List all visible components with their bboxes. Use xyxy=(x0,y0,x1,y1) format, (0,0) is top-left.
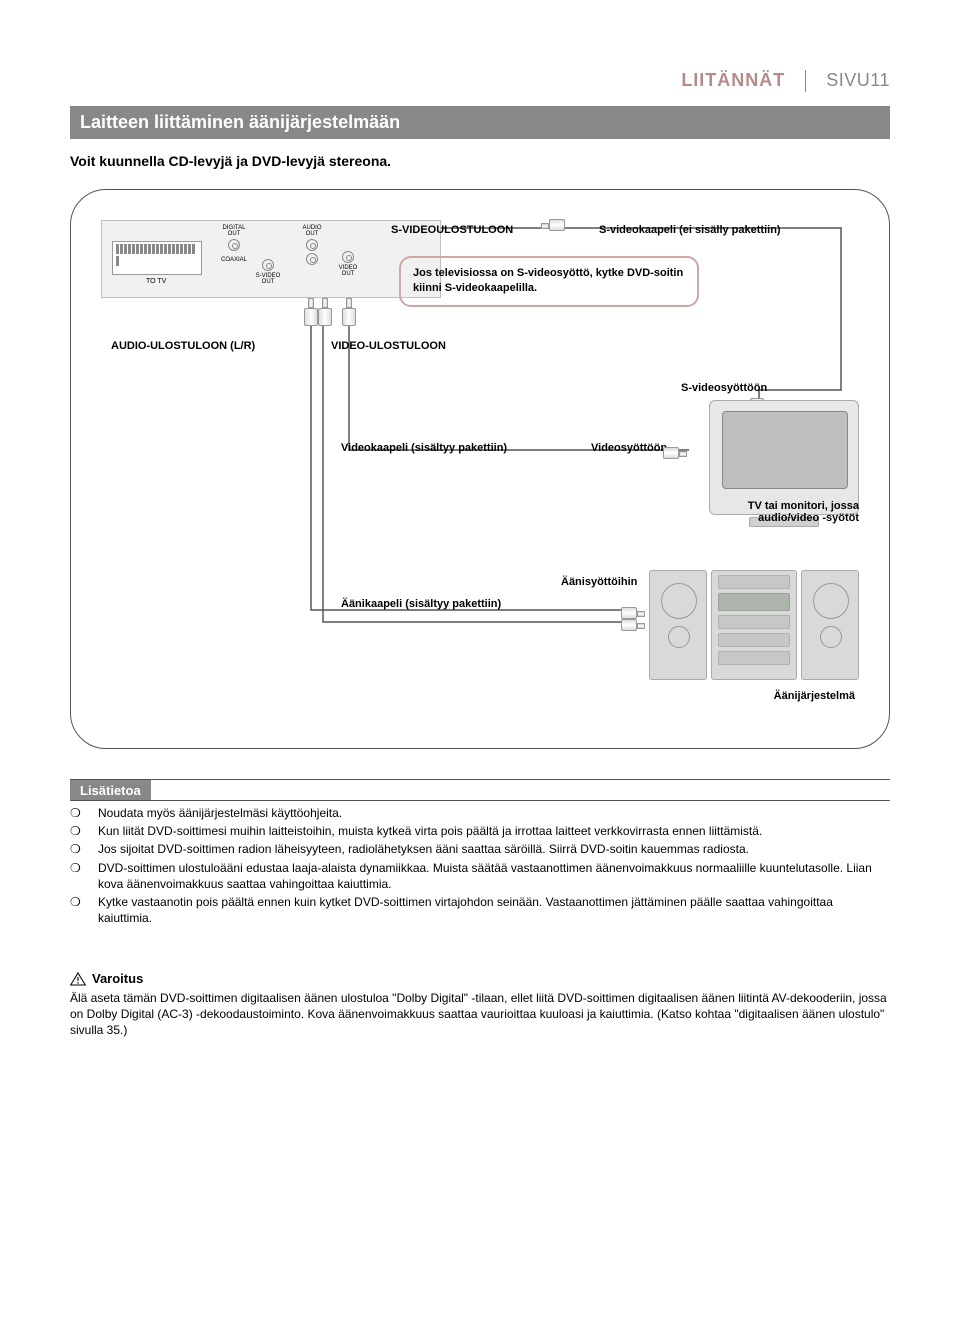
speaker-right-icon xyxy=(801,570,859,680)
video-cable-label: Videokaapeli (sisältyy pakettiin) xyxy=(341,442,507,454)
info-header: Lisätietoa xyxy=(70,780,151,800)
to-tv-label: TO TV xyxy=(146,278,166,285)
tv-description: TV tai monitori, jossa audio/video -syöt… xyxy=(689,500,859,524)
audio-cable-label: Äänikaapeli (sisältyy pakettiin) xyxy=(341,598,501,610)
info-item: ❍DVD-soittimen ulostuloääni edustaa laaj… xyxy=(70,860,890,892)
info-item: ❍Kytke vastaanotin pois päältä ennen kui… xyxy=(70,894,890,926)
digital-out-column: DIGITAL OUT COAXIAL xyxy=(220,225,248,265)
audio-input-plug2-icon xyxy=(621,616,647,634)
scart-connector xyxy=(112,241,202,275)
audio-inputs-label: Äänisyöttöihin xyxy=(561,576,637,588)
info-header-row: Lisätietoa xyxy=(70,779,890,801)
audio-system-label: Äänijärjestelmä xyxy=(774,690,855,702)
audio-out-column: AUDIO OUT xyxy=(298,225,326,267)
audio-plug-r-icon xyxy=(318,298,332,328)
svideo-plug-icon xyxy=(541,216,567,234)
info-list: ❍Noudata myös äänijärjestelmäsi käyttöoh… xyxy=(70,805,890,926)
info-item: ❍Noudata myös äänijärjestelmäsi käyttöoh… xyxy=(70,805,890,821)
video-out-label: VIDEO-ULOSTULOON xyxy=(331,340,446,352)
page-title: Laitteen liittäminen äänijärjestelmään xyxy=(70,106,890,139)
warning-title: Varoitus xyxy=(92,970,143,988)
warning-block: Varoitus Älä aseta tämän DVD-soittimen d… xyxy=(70,970,890,1038)
audio-plug-l-icon xyxy=(304,298,318,328)
video-input-label: Videosyöttöön xyxy=(591,442,667,454)
svideo-output-label: S-VIDEOULOSTULOON xyxy=(391,224,513,236)
info-item: ❍Kun liität DVD-soittimesi muihin laitte… xyxy=(70,823,890,839)
speaker-left-icon xyxy=(649,570,707,680)
warning-text: Älä aseta tämän DVD-soittimen digitaalis… xyxy=(70,990,890,1039)
header-divider xyxy=(805,70,806,92)
info-item: ❍Jos sijoitat DVD-soittimen radion lähei… xyxy=(70,841,890,857)
intro-text: Voit kuunnella CD-levyjä ja DVD-levyjä s… xyxy=(70,153,890,169)
svideo-callout: Jos televisiossa on S-videosyöttö, kytke… xyxy=(399,256,699,307)
warning-title-row: Varoitus xyxy=(70,970,890,988)
svideo-input-label: S-videosyöttöön xyxy=(681,382,767,394)
page-number: SIVU11 xyxy=(826,70,890,91)
dvd-rear-panel: TO TV DIGITAL OUT COAXIAL S-VIDEO OUT AU… xyxy=(101,220,441,298)
stereo-system-icon xyxy=(649,570,859,685)
manual-page: LIITÄNNÄT SIVU11 Laitteen liittäminen ää… xyxy=(0,0,960,1078)
video-out-column: VIDEO OUT xyxy=(334,249,362,279)
page-header: LIITÄNNÄT SIVU11 xyxy=(70,70,890,92)
connection-diagram: TO TV DIGITAL OUT COAXIAL S-VIDEO OUT AU… xyxy=(70,189,890,749)
section-name: LIITÄNNÄT xyxy=(681,70,785,91)
svideo-cable-label: S-videokaapeli (ei sisälly pakettiin) xyxy=(599,224,781,236)
video-plug-icon xyxy=(342,298,356,328)
svideo-out-column: S-VIDEO OUT xyxy=(254,257,282,287)
amplifier-icon xyxy=(711,570,797,680)
warning-icon xyxy=(70,972,86,986)
video-input-plug-icon xyxy=(663,444,689,462)
audio-out-label: AUDIO-ULOSTULOON (L/R) xyxy=(111,340,255,352)
